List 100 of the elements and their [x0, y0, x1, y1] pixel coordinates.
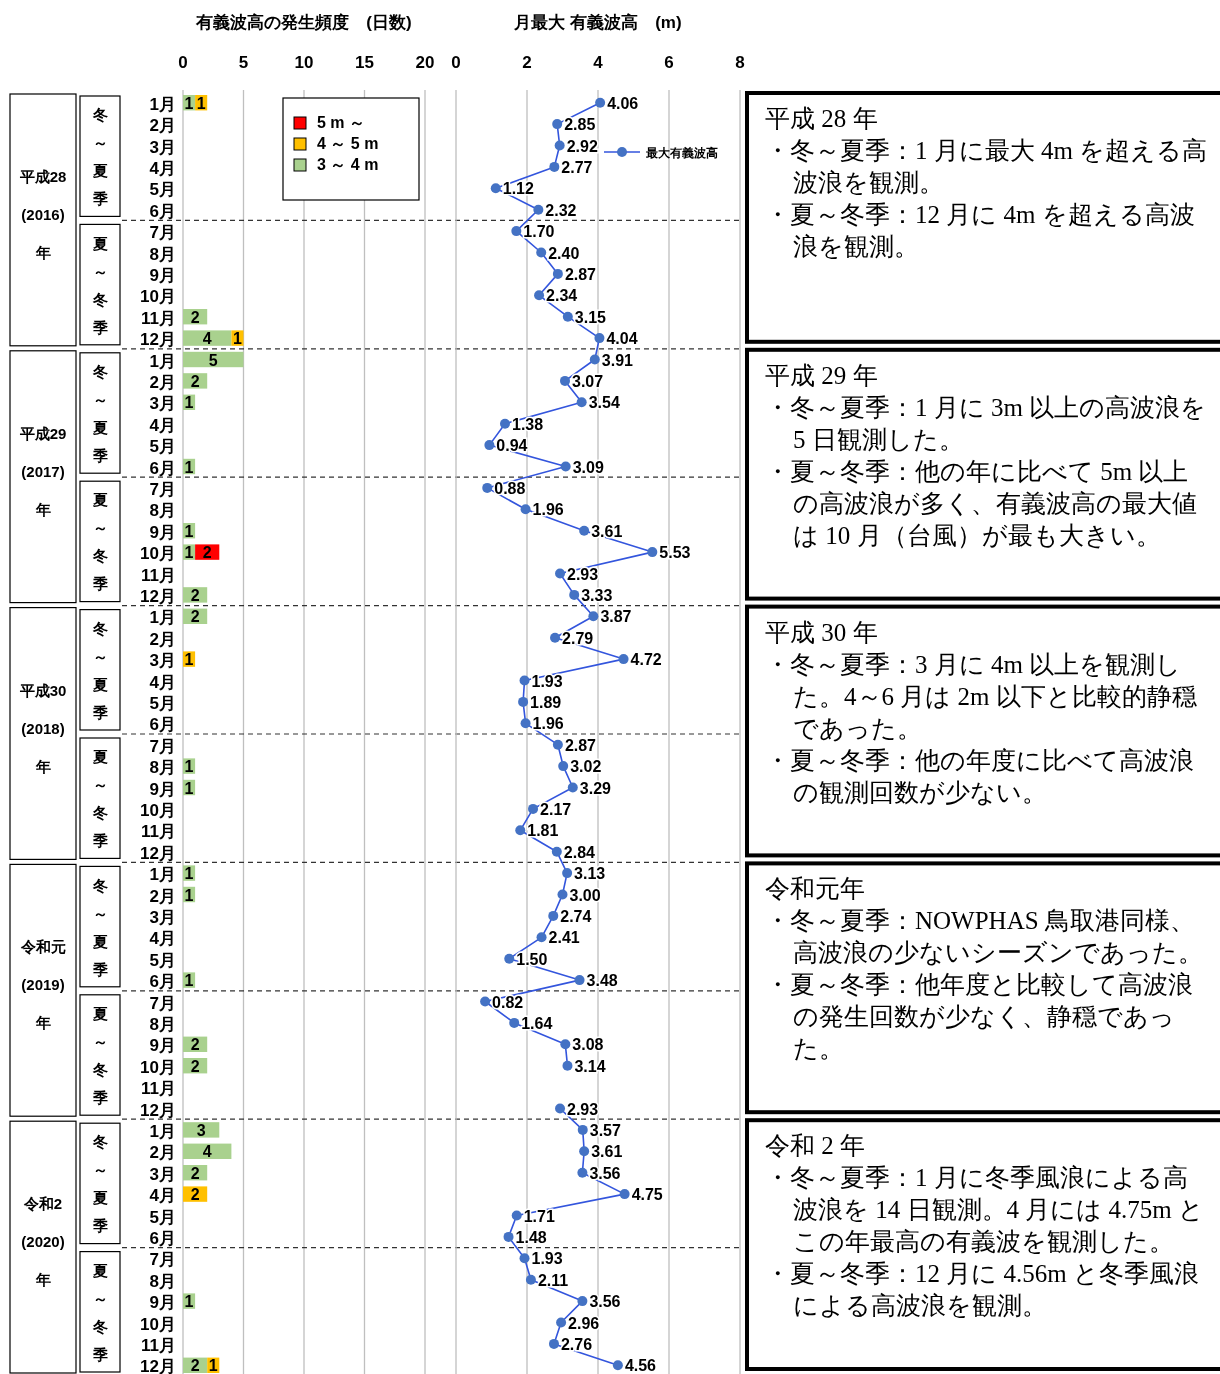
- data-label: 1.93: [531, 1250, 563, 1268]
- y-tick-label: 9月: [149, 265, 176, 285]
- data-label: 4.04: [606, 330, 638, 348]
- point: [499, 418, 510, 429]
- legend-label: 3 ～ 4 m: [317, 156, 379, 173]
- text: 令和2 (2020) 年: [21, 1195, 65, 1289]
- data-label: 3.00: [569, 886, 601, 904]
- point: [618, 654, 629, 665]
- y-tick-label: 3月: [149, 394, 176, 414]
- data-label: 1: [184, 779, 194, 797]
- y-tick-label: 11月: [141, 308, 176, 328]
- data-label: 2.32: [545, 201, 577, 219]
- data-label: 2.76: [560, 1335, 593, 1353]
- data-label: 1.96: [532, 715, 564, 733]
- data-label: 3.56: [589, 1293, 621, 1311]
- y-tick-label: 9月: [149, 1036, 176, 1056]
- point: [562, 868, 573, 879]
- data-label: 1: [184, 651, 194, 669]
- legend-label: 最大有義波高: [645, 146, 718, 160]
- data-label: 3.56: [589, 1164, 621, 1182]
- data-label: 3.29: [579, 779, 612, 797]
- data-label: 4: [202, 1143, 212, 1161]
- y-tick-label: 12月: [140, 1357, 176, 1374]
- data-label: 0.94: [496, 437, 528, 455]
- x-tick-label: 15: [355, 53, 374, 72]
- data-label: 3: [196, 1121, 206, 1139]
- text: 平成 30 年: [765, 617, 879, 648]
- text: 冬～夏季: [91, 363, 108, 464]
- data-label: 2: [190, 308, 200, 326]
- data-label: 1.96: [532, 501, 564, 519]
- data-label: 0.82: [492, 993, 524, 1011]
- y-tick-label: 5月: [149, 950, 176, 970]
- data-label: 3.33: [581, 586, 613, 604]
- legend-label: 4 ～ 5 m: [317, 135, 379, 152]
- y-tick-label: 2月: [149, 372, 176, 392]
- point: [574, 975, 585, 986]
- data-label: 2: [190, 586, 200, 604]
- point: [509, 1017, 520, 1028]
- point: [579, 1146, 590, 1157]
- y-tick-label: 10月: [140, 800, 176, 820]
- point: [519, 675, 530, 686]
- point: [559, 375, 570, 386]
- point: [579, 525, 590, 536]
- text: ・冬～夏季：NOWPHAS 鳥取港同様、高波浪の少ないシーズンであった。: [765, 906, 1204, 969]
- point: [480, 996, 491, 1007]
- point: [576, 397, 587, 408]
- y-tick-label: 11月: [141, 822, 176, 842]
- data-label: 3.08: [572, 1036, 604, 1054]
- point: [534, 290, 545, 301]
- point: [558, 761, 569, 772]
- y-tick-label: 12月: [140, 1100, 176, 1120]
- data-label: 2: [190, 1036, 200, 1054]
- data-label: 3.61: [591, 522, 623, 540]
- data-label: 1: [184, 544, 194, 562]
- data-label: 2.79: [562, 629, 594, 647]
- data-label: 2.11: [537, 1271, 569, 1289]
- y-tick-label: 5月: [149, 693, 176, 713]
- legend-label: 5 m ～: [317, 114, 366, 131]
- data-label: 2: [202, 544, 212, 562]
- x-tick-label: 4: [593, 53, 604, 72]
- data-label: 2: [190, 372, 200, 390]
- text: 平成28 (2016) 年: [19, 167, 67, 261]
- data-label: 2: [190, 608, 200, 626]
- text: ・冬～夏季：1 月に最大 4m を超える高波浪を観測。: [765, 136, 1209, 198]
- point: [536, 247, 547, 258]
- data-label: 2.34: [546, 287, 578, 305]
- point: [515, 825, 526, 836]
- data-label: 1: [184, 458, 194, 476]
- data-label: 1: [184, 972, 194, 990]
- data-label: 4.75: [631, 1186, 663, 1204]
- bar: [183, 330, 232, 346]
- text: 冬～夏季: [91, 1133, 108, 1235]
- data-label: 3.14: [574, 1057, 606, 1075]
- data-label: 3.87: [600, 608, 632, 626]
- data-label: 2.17: [540, 800, 572, 818]
- text: ・夏～冬季：他の年に比べて 5m 以上の高波浪が多く、有義波高の最大値は 10 月（台風）が最も大きい。: [765, 456, 1198, 551]
- y-tick-label: 4月: [149, 415, 176, 435]
- point: [567, 782, 578, 793]
- text: 平成 28 年: [765, 104, 879, 134]
- data-label: 1.48: [515, 1228, 547, 1246]
- x-tick-label: 5: [238, 53, 249, 72]
- text: 夏～冬季: [91, 748, 108, 850]
- x-tick-label: 0: [178, 53, 188, 72]
- data-label: 0.88: [494, 479, 526, 497]
- y-tick-label: 11月: [141, 1079, 176, 1099]
- y-tick-label: 5月: [149, 180, 176, 200]
- y-tick-label: 9月: [149, 522, 176, 542]
- point: [484, 440, 495, 451]
- data-label: 4.06: [607, 94, 639, 112]
- bar: [183, 351, 244, 368]
- x-tick-label: 0: [451, 53, 461, 72]
- data-label: 1: [196, 94, 206, 112]
- y-tick-label: 10月: [140, 1314, 176, 1334]
- data-label: 3.48: [586, 972, 618, 990]
- y-tick-label: 1月: [149, 1121, 176, 1141]
- y-tick-label: 8月: [149, 501, 176, 521]
- text: 平成 29 年: [765, 360, 879, 391]
- point: [612, 1360, 623, 1371]
- point: [519, 1253, 530, 1264]
- point: [548, 910, 559, 921]
